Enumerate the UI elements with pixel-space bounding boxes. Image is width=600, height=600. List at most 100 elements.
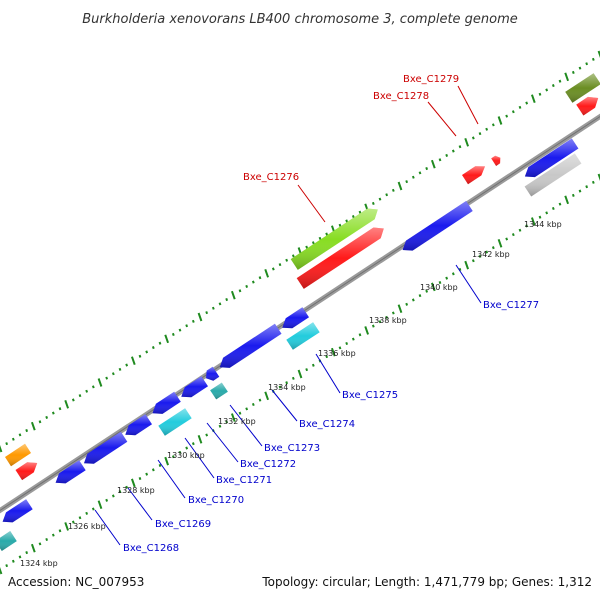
gene-label[interactable]: Bxe_C1271 bbox=[216, 475, 272, 486]
scale-label: 1336 kbp bbox=[318, 349, 356, 358]
outer-tick bbox=[258, 276, 262, 280]
outer-tick bbox=[164, 334, 170, 344]
outer-tick bbox=[597, 50, 600, 59]
outer-tick bbox=[591, 57, 595, 61]
outer-tick bbox=[338, 223, 342, 227]
outer-tick bbox=[578, 66, 582, 70]
gene-label[interactable]: Bxe_C1275 bbox=[342, 390, 398, 401]
outer-tick bbox=[64, 400, 70, 409]
inner-tick bbox=[78, 516, 82, 520]
inner-tick bbox=[71, 520, 75, 524]
inner-tick bbox=[551, 206, 555, 211]
inner-tick bbox=[430, 282, 436, 292]
gene-label[interactable]: Bxe_C1273 bbox=[264, 443, 320, 454]
gene-label[interactable]: Bxe_C1268 bbox=[123, 543, 179, 554]
leader-line bbox=[127, 487, 153, 521]
cds-feature-shade bbox=[524, 138, 579, 178]
outer-tick bbox=[411, 175, 415, 179]
outer-tick bbox=[305, 245, 309, 249]
outer-tick bbox=[291, 254, 295, 258]
outer-tick bbox=[438, 158, 442, 162]
outer-tick bbox=[530, 94, 536, 103]
inner-tick bbox=[458, 267, 462, 271]
outer-tick bbox=[85, 389, 89, 393]
leader-line bbox=[184, 437, 215, 479]
inner-tick bbox=[378, 320, 382, 324]
inner-tick bbox=[145, 472, 149, 476]
gene-feature-shade bbox=[158, 408, 192, 436]
inner-tick bbox=[130, 478, 136, 488]
inner-tick bbox=[178, 450, 182, 454]
inner-tick bbox=[278, 385, 282, 389]
inner-tick bbox=[151, 468, 155, 472]
inner-tick bbox=[405, 302, 409, 306]
outer-tick bbox=[118, 367, 122, 371]
gene-label[interactable]: Bxe_C1272 bbox=[240, 459, 296, 470]
inner-tick bbox=[191, 442, 195, 446]
inner-tick bbox=[345, 341, 349, 346]
outer-tick bbox=[358, 210, 362, 214]
inner-tick bbox=[471, 259, 475, 263]
cds-feature-shade bbox=[55, 460, 86, 484]
outer-tick bbox=[171, 332, 175, 336]
leader-line bbox=[271, 389, 298, 422]
outer-tick bbox=[397, 181, 403, 191]
outer-tick bbox=[45, 415, 49, 419]
inner-tick bbox=[518, 228, 522, 232]
inner-tick bbox=[171, 455, 175, 459]
inner-tick bbox=[330, 347, 336, 357]
inner-tick bbox=[91, 507, 95, 511]
inner-tick bbox=[291, 376, 295, 380]
gene-feature-shade bbox=[5, 443, 31, 467]
inner-tick bbox=[564, 195, 570, 205]
outer-tick bbox=[211, 306, 215, 310]
inner-tick bbox=[478, 254, 482, 258]
inner-tick bbox=[351, 337, 355, 341]
outer-tick bbox=[385, 193, 389, 197]
leader-line bbox=[94, 509, 121, 546]
outer-tick bbox=[311, 241, 315, 245]
inner-tick bbox=[238, 411, 242, 415]
outer-tick bbox=[551, 84, 555, 88]
outer-tick bbox=[91, 385, 95, 389]
inner-tick bbox=[364, 326, 370, 335]
outer-tick bbox=[5, 442, 9, 446]
gene-label[interactable]: Bxe_C1274 bbox=[299, 419, 355, 430]
outer-tick bbox=[325, 232, 329, 236]
outer-tick bbox=[318, 236, 322, 240]
inner-tick bbox=[391, 311, 395, 315]
scale-label: 1330 kbp bbox=[167, 451, 205, 460]
gene-label[interactable]: Bxe_C1277 bbox=[483, 300, 539, 311]
inner-tick bbox=[538, 215, 542, 219]
inner-tick bbox=[45, 537, 49, 542]
scale-label: 1332 kbp bbox=[218, 417, 256, 426]
gene-label[interactable]: Bxe_C1279 bbox=[403, 74, 459, 85]
gene-label[interactable]: Bxe_C1269 bbox=[155, 519, 211, 530]
inner-tick bbox=[230, 413, 236, 422]
inner-tick bbox=[425, 289, 429, 293]
outer-tick bbox=[225, 298, 229, 302]
inner-tick bbox=[30, 543, 36, 553]
outer-tick bbox=[251, 280, 255, 284]
inner-tick-ring bbox=[0, 173, 600, 575]
leader-line bbox=[455, 264, 482, 304]
outer-tick bbox=[264, 269, 270, 278]
gene-feature-shade bbox=[286, 322, 320, 350]
outer-tick bbox=[0, 444, 3, 453]
outer-tick bbox=[451, 149, 455, 153]
gene-label[interactable]: Bxe_C1276 bbox=[243, 172, 299, 183]
leader-line bbox=[315, 353, 341, 394]
accession-text: Accession: NC_007953 bbox=[8, 575, 144, 589]
gene-label[interactable]: Bxe_C1278 bbox=[373, 91, 429, 102]
outer-tick bbox=[18, 433, 22, 437]
outer-tick bbox=[345, 219, 349, 223]
feature-tracks bbox=[0, 73, 600, 551]
inner-tick bbox=[591, 180, 595, 184]
cds-feature-shade bbox=[206, 366, 220, 381]
cds-feature-shade bbox=[219, 323, 282, 368]
outer-tick bbox=[111, 372, 115, 376]
outer-tick bbox=[378, 197, 382, 201]
inner-tick bbox=[218, 424, 222, 428]
gene-label[interactable]: Bxe_C1270 bbox=[188, 495, 244, 506]
scale-label: 1342 kbp bbox=[472, 250, 510, 259]
